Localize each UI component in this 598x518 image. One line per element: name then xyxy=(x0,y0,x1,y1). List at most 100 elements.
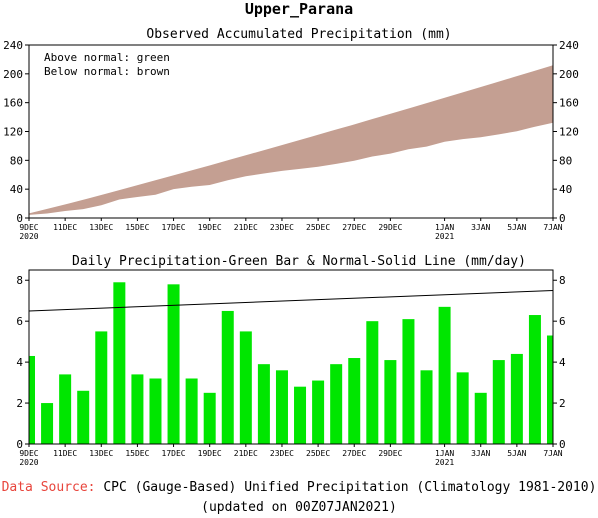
y-tick-label-left: 240 xyxy=(3,39,23,52)
x-tick-label: 17DEC xyxy=(162,223,186,232)
daily-bar xyxy=(366,321,379,444)
y-tick-label-right: 40 xyxy=(559,183,572,196)
y-tick-label-left: 4 xyxy=(16,356,23,369)
x-tick-label: 5JAN xyxy=(507,223,526,232)
accumulated-precipitation-chart: 0 0 40 40 80 80 120 120 160 160 200 200 240 240 Above … xyxy=(3,39,579,241)
x-tick-label: 17DEC xyxy=(162,449,186,458)
x-tick-label: 23DEC xyxy=(270,449,294,458)
y-tick-label-left: 0 xyxy=(16,212,23,225)
x-tick-label: 15DEC xyxy=(125,223,149,232)
daily-bar xyxy=(474,392,487,444)
x-tick-year-label: 2020 xyxy=(19,232,38,241)
daily-bar xyxy=(528,315,541,444)
data-source-label: Data Source: xyxy=(1,480,96,495)
daily-bar xyxy=(131,374,144,444)
accumulated-chart-title: Observed Accumulated Precipitation (mm) xyxy=(146,27,452,42)
updated-timestamp: (updated on 00Z07JAN2021) xyxy=(201,500,397,515)
y-tick-label-right: 240 xyxy=(559,39,579,52)
y-tick-label-right: 2 xyxy=(559,397,566,410)
daily-bar xyxy=(113,282,126,444)
daily-bar xyxy=(185,378,198,444)
x-tick-label: 29DEC xyxy=(378,223,402,232)
x-tick-label: 3JAN xyxy=(471,449,490,458)
daily-bar xyxy=(402,319,415,444)
daily-bar xyxy=(203,392,216,444)
x-tick-label: 23DEC xyxy=(270,223,294,232)
y-tick-label-right: 0 xyxy=(559,438,566,451)
daily-bar xyxy=(149,378,162,444)
data-source-text: CPC (Gauge-Based) Unified Precipitation … xyxy=(103,480,597,495)
x-tick-label: 21DEC xyxy=(234,449,258,458)
main-title: Upper_Parana xyxy=(244,0,354,18)
x-tick-year-label: 2021 xyxy=(435,232,454,241)
y-tick-label-left: 160 xyxy=(3,97,23,110)
y-tick-label-right: 160 xyxy=(559,97,579,110)
x-tick-label: 19DEC xyxy=(198,223,222,232)
x-tick-label: 29DEC xyxy=(378,449,402,458)
x-tick-label: 25DEC xyxy=(306,223,330,232)
daily-bar xyxy=(384,360,397,444)
x-tick-label: 1JAN xyxy=(435,223,454,232)
x-tick-label: 9DEC xyxy=(19,223,38,232)
daily-bar xyxy=(29,355,35,444)
y-tick-label-right: 80 xyxy=(559,154,572,167)
daily-bar xyxy=(547,335,553,444)
x-tick-label: 11DEC xyxy=(53,223,77,232)
x-tick-label: 1JAN xyxy=(435,449,454,458)
x-tick-label: 9DEC xyxy=(19,449,38,458)
x-tick-label: 25DEC xyxy=(306,449,330,458)
daily-bar xyxy=(456,372,469,444)
legend-note: Below normal: brown xyxy=(44,65,170,78)
y-tick-label-right: 6 xyxy=(559,315,566,328)
x-tick-label: 7JAN xyxy=(543,223,562,232)
x-tick-label: 21DEC xyxy=(234,223,258,232)
x-tick-year-label: 2021 xyxy=(435,458,454,467)
y-tick-label-right: 8 xyxy=(559,274,566,287)
y-tick-label-left: 6 xyxy=(16,315,23,328)
data-source-line: Data Source: CPC (Gauge-Based) Unified P… xyxy=(0,480,598,495)
y-tick-label-right: 0 xyxy=(559,212,566,225)
daily-chart-title: Daily Precipitation-Green Bar & Normal-S… xyxy=(72,254,526,269)
daily-bar xyxy=(239,331,252,444)
below-normal-band xyxy=(29,65,553,215)
x-tick-label: 19DEC xyxy=(198,449,222,458)
daily-bar xyxy=(420,370,433,444)
y-tick-label-left: 80 xyxy=(10,154,23,167)
daily-bar xyxy=(77,390,90,444)
legend-note: Above normal: green xyxy=(44,51,170,64)
y-tick-label-left: 120 xyxy=(3,126,23,139)
y-tick-label-left: 40 xyxy=(10,183,23,196)
daily-bar xyxy=(294,386,307,444)
daily-bar xyxy=(492,360,505,444)
x-tick-label: 27DEC xyxy=(342,449,366,458)
y-tick-label-right: 120 xyxy=(559,126,579,139)
daily-bar xyxy=(221,310,234,444)
daily-bar xyxy=(438,306,451,444)
y-tick-label-right: 200 xyxy=(559,68,579,81)
daily-bar xyxy=(167,284,180,444)
x-tick-label: 13DEC xyxy=(89,223,113,232)
daily-bar xyxy=(510,353,523,444)
daily-plot-frame xyxy=(28,269,554,445)
daily-bar xyxy=(330,364,343,444)
x-tick-label: 3JAN xyxy=(471,223,490,232)
y-tick-label-right: 4 xyxy=(559,356,566,369)
x-tick-label: 27DEC xyxy=(342,223,366,232)
x-tick-label: 15DEC xyxy=(125,449,149,458)
x-tick-year-label: 2020 xyxy=(19,458,38,467)
y-tick-label-left: 8 xyxy=(16,274,23,287)
x-tick-label: 13DEC xyxy=(89,449,113,458)
daily-bar xyxy=(257,364,270,444)
daily-bar xyxy=(275,370,288,444)
y-tick-label-left: 200 xyxy=(3,68,23,81)
normal-line xyxy=(28,289,554,312)
y-tick-label-left: 2 xyxy=(16,397,23,410)
daily-bar xyxy=(95,331,108,444)
x-tick-label: 11DEC xyxy=(53,449,77,458)
daily-bar xyxy=(41,403,54,444)
daily-bar xyxy=(59,374,72,444)
daily-bar xyxy=(312,380,325,444)
x-tick-label: 7JAN xyxy=(543,449,562,458)
